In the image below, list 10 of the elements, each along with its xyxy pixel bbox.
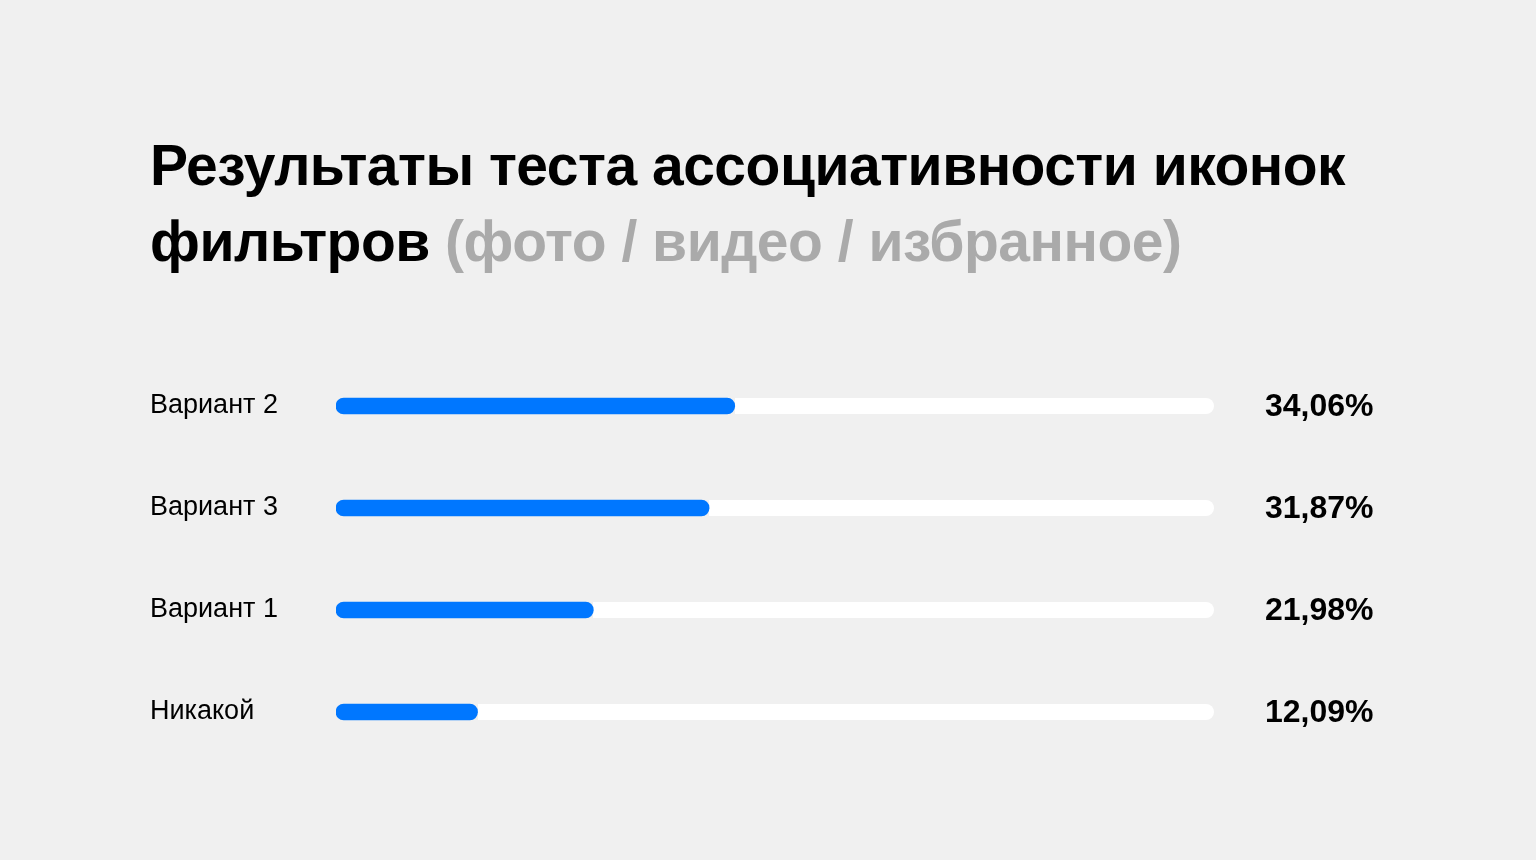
data-label: 12,09% [1265,692,1374,729]
y-tick-label: Вариант 2 [150,389,278,420]
chart-title: Результаты теста ассоциативности иконок фильтров (фото / видео / избранное) [150,133,1346,273]
data-label: 34,06% [1265,386,1374,423]
y-tick-label: Вариант 3 [150,491,278,522]
data-label: 31,87% [1265,488,1374,525]
y-tick-label: Никакой [150,695,255,726]
y-tick-label: Вариант 1 [150,593,278,624]
data-label: 21,98% [1265,590,1374,627]
bar [336,703,478,721]
